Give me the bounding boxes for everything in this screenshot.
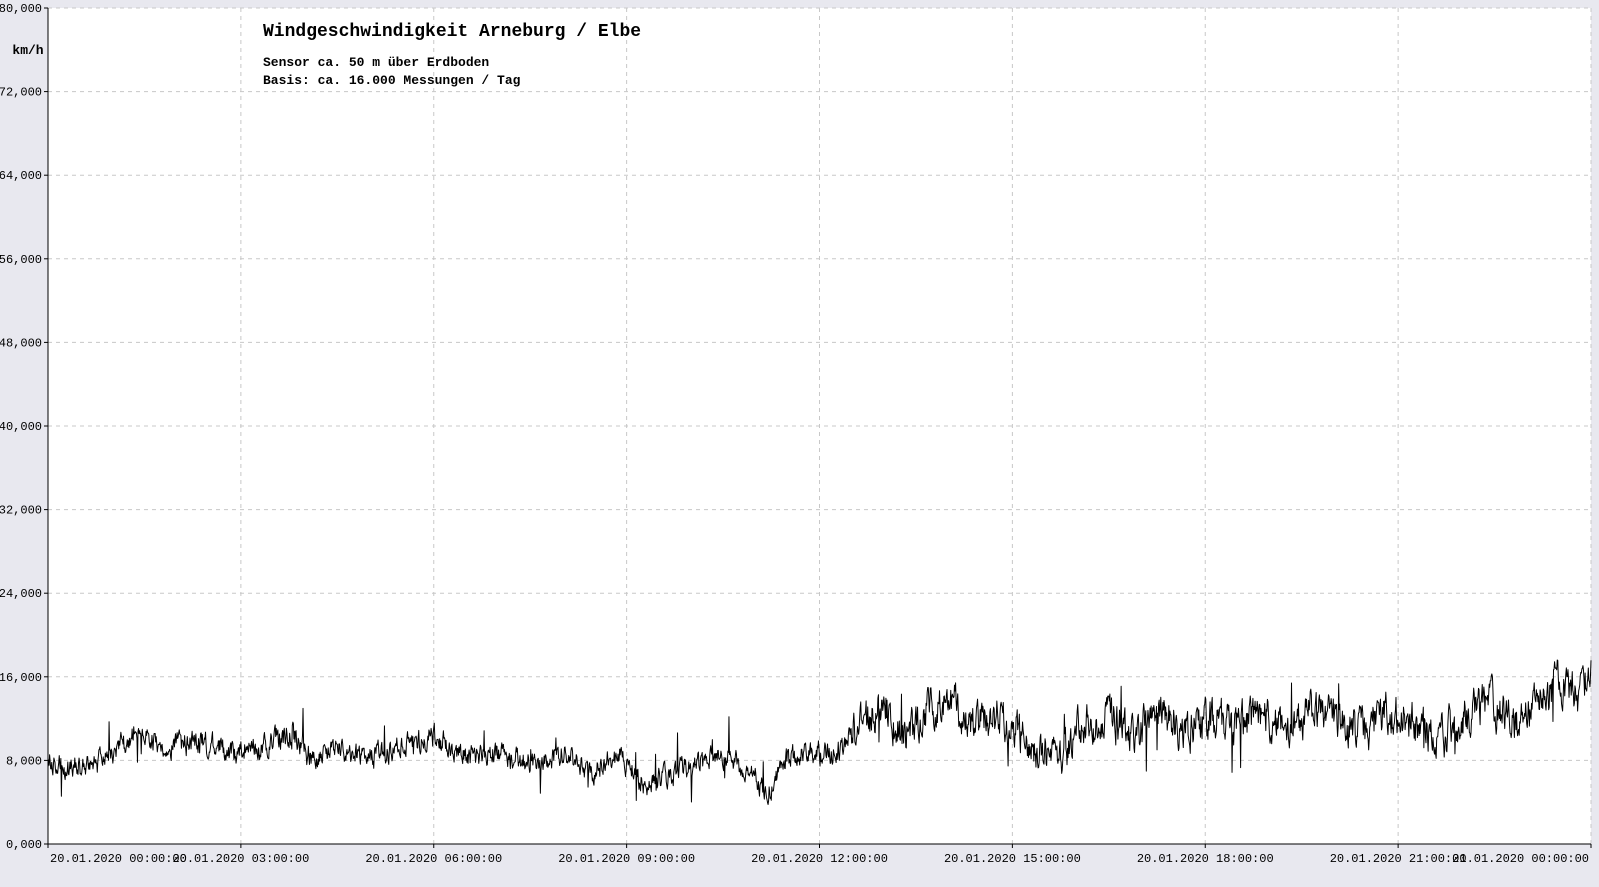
wind-speed-chart: 0,000 8,000 16,000 24,000 32,000 40,000 48,000… [0,0,1599,887]
y-tick-label: 40,000 [0,420,42,434]
x-tick-label: 20.01.2020 21:00:00 [1330,852,1467,866]
chart-subtitle-2: Basis: ca. 16.000 Messungen / Tag [263,73,521,88]
y-tick-label: 24,000 [0,587,42,601]
x-tick-label: 20.01.2020 03:00:00 [172,852,309,866]
x-tick-label: 21.01.2020 00:00:00 [1452,852,1589,866]
x-tick-label: 20.01.2020 00:00:00 [50,852,187,866]
y-tick-label: 80,000 [0,2,42,16]
y-tick-label: 56,000 [0,253,42,267]
y-tick-label: 48,000 [0,336,42,350]
x-tick-label: 20.01.2020 12:00:00 [751,852,888,866]
y-tick-label: 64,000 [0,169,42,183]
y-axis-label: km/h [12,43,43,58]
chart-subtitle-1: Sensor ca. 50 m über Erdboden [263,55,489,70]
x-tick-label: 20.01.2020 15:00:00 [944,852,1081,866]
y-tick-label: 0,000 [6,838,42,852]
chart-title: Windgeschwindigkeit Arneburg / Elbe [263,22,641,42]
y-tick-label: 72,000 [0,86,42,100]
y-tick-label: 8,000 [6,754,42,768]
x-tick-label: 20.01.2020 18:00:00 [1137,852,1274,866]
y-tick-label: 32,000 [0,504,42,518]
x-tick-label: 20.01.2020 09:00:00 [558,852,695,866]
y-tick-label: 16,000 [0,671,42,685]
chart-container: 0,000 8,000 16,000 24,000 32,000 40,000 48,000… [0,0,1599,887]
x-tick-label: 20.01.2020 06:00:00 [365,852,502,866]
